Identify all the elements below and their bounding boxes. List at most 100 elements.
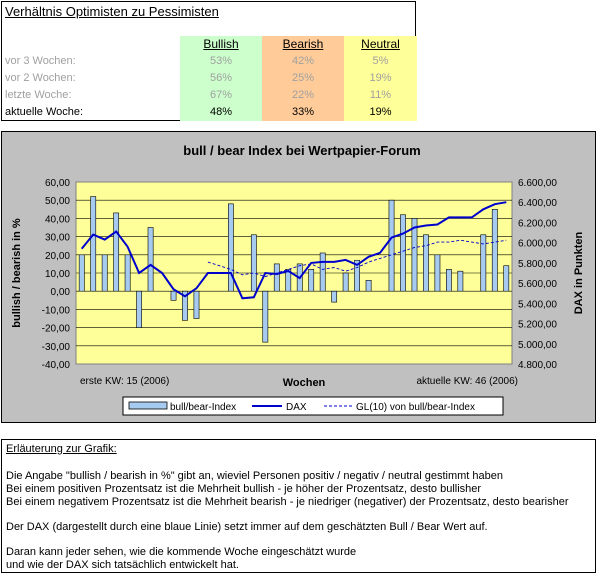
y2-tick-label: 6.200,00 (518, 218, 557, 229)
explanation-line: Bei einem negativem Prozentsatz ist die … (6, 496, 569, 508)
summary-table: Verhältnis Optimisten zu Pessimisten Bul… (1, 1, 417, 121)
explanation-heading: Erläuterung zur Grafik: (6, 443, 117, 455)
summary-row: vor 2 Wochen: 56% 25% 19% (2, 70, 417, 87)
header-neutral: Neutral (344, 36, 417, 53)
chart-panel: bull / bear Index bei Wertpapier-Forum 6… (1, 131, 596, 423)
summary-title: Verhältnis Optimisten zu Pessimisten (5, 4, 219, 19)
y2-tick-label: 6.000,00 (518, 239, 557, 250)
y-tick-label: -30,00 (42, 342, 71, 353)
bar (147, 227, 154, 292)
bar (285, 269, 292, 292)
bar (250, 234, 257, 292)
neutral-value: 19% (344, 70, 417, 87)
y-tick-label: -40,00 (42, 360, 71, 371)
bar (446, 269, 452, 292)
y2-tick-label: 5.200,00 (518, 320, 557, 331)
legend-bar-swatch (128, 401, 168, 410)
y-tick-label: 60,00 (45, 178, 70, 189)
bar (400, 214, 406, 292)
row-label: aktuelle Woche: (5, 106, 84, 118)
bar (170, 290, 177, 301)
y-tick-label: 0,00 (51, 287, 71, 298)
bar (331, 290, 338, 303)
gl10-line (207, 239, 507, 278)
bullish-value: 67% (180, 87, 262, 104)
row-label: vor 3 Wochen: (5, 55, 76, 67)
summary-row: letzte Woche: 67% 22% 11% (2, 87, 417, 104)
bearish-value: 42% (262, 53, 344, 70)
bar (78, 254, 85, 292)
bullish-value: 48% (180, 104, 262, 121)
bar (308, 269, 315, 292)
bar (113, 212, 120, 292)
bar-series (78, 196, 510, 343)
y2-axis-label: DAX in Punkten (573, 231, 585, 314)
bar (491, 209, 498, 292)
y-axis-ticks: 60,00 50,00 40,00 30,00 20,00 10,00 0,00 -10,00… (42, 178, 71, 371)
y2-tick-label: 6.400,00 (518, 198, 557, 209)
bull-bear-chart: bull / bear Index bei Wertpapier-Forum 6… (11, 143, 585, 416)
y2-tick-label: 6.600,00 (518, 178, 557, 189)
y-tick-label: 50,00 (45, 196, 70, 207)
row-label: vor 2 Wochen: (5, 72, 76, 84)
bar (411, 218, 418, 292)
explanation-line: Die Angabe "bullish / bearish in %" gibt… (6, 470, 503, 482)
bullish-value: 53% (180, 53, 262, 70)
y2-tick-label: 5.000,00 (518, 340, 557, 351)
legend-dax-label: DAX (286, 402, 307, 413)
bullish-value: 56% (180, 70, 262, 87)
y2-tick-label: 5.800,00 (518, 259, 557, 270)
bearish-value: 22% (262, 87, 344, 104)
y-tick-label: 10,00 (45, 269, 70, 280)
bar (423, 234, 429, 292)
bar (136, 290, 142, 328)
bar (434, 254, 441, 292)
bar (354, 259, 360, 292)
y2-tick-label: 5.600,00 (518, 279, 557, 290)
x-end-label: aktuelle KW: 46 (2006) (416, 376, 518, 387)
neutral-value: 5% (344, 53, 417, 70)
header-bullish: Bullish (180, 36, 262, 53)
bar (262, 290, 269, 343)
bar (182, 290, 188, 321)
chart-title: bull / bear Index bei Wertpapier-Forum (183, 143, 420, 158)
legend: bull/bear-Index DAX GL(10) von bull/bear… (122, 396, 504, 416)
summary-header-row: Bullish Bearish Neutral (2, 36, 417, 53)
explanation-line: Daran kann jeder sehen, wie die kommende… (6, 546, 357, 558)
dax-line (80, 201, 507, 300)
header-bearish: Bearish (262, 36, 344, 53)
y-tick-label: 20,00 (45, 251, 70, 262)
bar (480, 234, 487, 292)
y-tick-label: 40,00 (45, 214, 70, 225)
y2-tick-label: 4.800,00 (518, 360, 557, 371)
x-start-label: erste KW: 15 (2006) (80, 376, 169, 387)
y-tick-label: -10,00 (42, 305, 71, 316)
explanation-box: Erläuterung zur Grafik: Die Angabe "bull… (1, 439, 596, 573)
bar (503, 265, 510, 292)
summary-row-current: aktuelle Woche: 48% 33% 19% (2, 104, 417, 121)
bar (457, 270, 464, 292)
y2-tick-label: 5.400,00 (518, 299, 557, 310)
bar (388, 199, 395, 292)
bar (319, 252, 326, 292)
bar (273, 263, 280, 292)
bearish-value: 25% (262, 70, 344, 87)
explanation-line: und wie der DAX sich tatsächlich entwick… (6, 559, 239, 571)
explanation-line: Bei einem positiven Prozentsatz ist die … (6, 483, 482, 495)
row-label: letzte Woche: (5, 89, 72, 101)
legend-bar-label: bull/bear-Index (170, 402, 236, 413)
legend-gl-label: GL(10) von bull/bear-Index (356, 402, 475, 413)
legend-box (122, 396, 504, 416)
bar (101, 254, 108, 292)
summary-row: vor 3 Wochen: 53% 42% 5% (2, 53, 417, 70)
neutral-value: 11% (344, 87, 417, 104)
y-tick-label: -20,00 (42, 324, 71, 335)
bar (342, 272, 349, 292)
y-axis-label: bullish / bearish in % (11, 218, 23, 328)
explanation-line: Der DAX (dargestellt durch eine blaue Li… (6, 521, 488, 533)
bar (193, 290, 200, 319)
bar (90, 196, 97, 292)
bar (228, 203, 234, 292)
y2-axis-ticks: 6.600,00 6.400,00 6.200,00 6.000,00 5.800,00… (518, 178, 557, 371)
bearish-value: 33% (262, 104, 344, 121)
